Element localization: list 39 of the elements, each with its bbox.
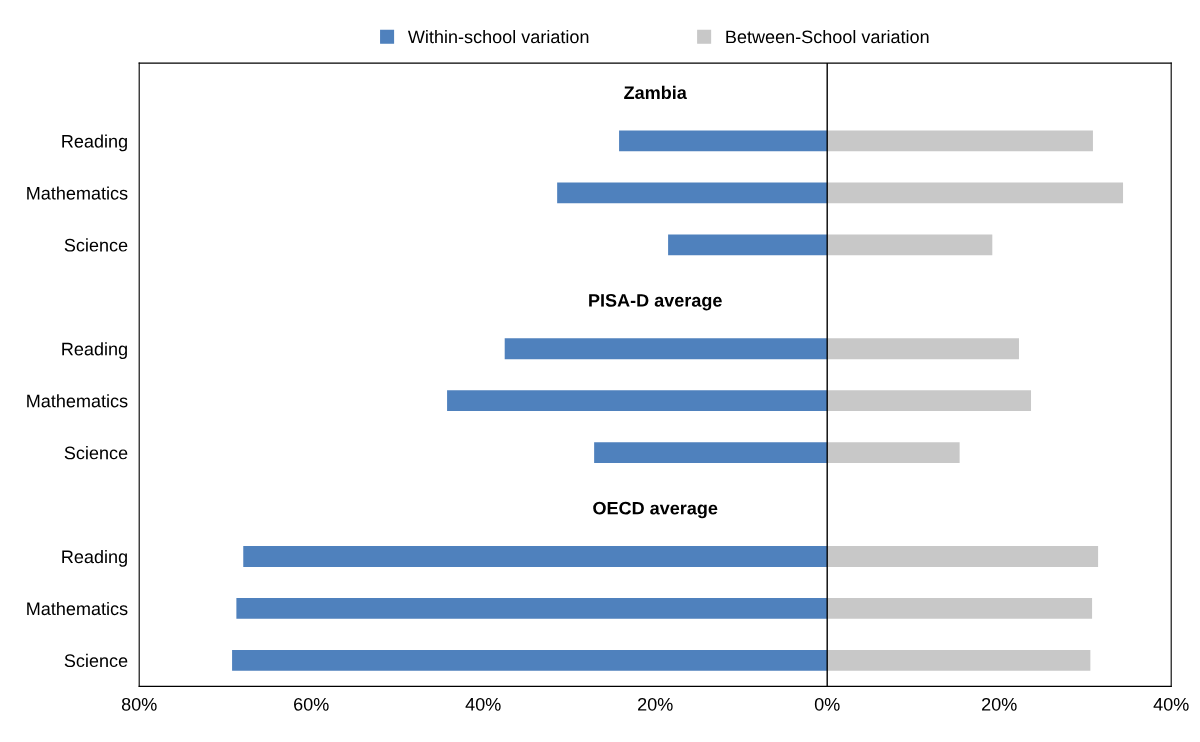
bar <box>827 390 1032 412</box>
legend-label: Between-School variation <box>726 29 929 44</box>
bar <box>827 598 1093 619</box>
bar <box>827 234 993 256</box>
bar <box>827 546 1099 567</box>
bar <box>827 442 960 464</box>
y-tick-label: Mathematics <box>27 394 128 408</box>
x-tick-label: 20% <box>982 697 1017 711</box>
y-tick-label: Science <box>64 238 128 252</box>
bar <box>619 130 828 152</box>
bar <box>668 234 828 256</box>
bar <box>236 598 828 619</box>
y-tick-label: Science <box>64 653 128 668</box>
y-tick-label: Science <box>64 446 128 460</box>
bar <box>827 649 1091 671</box>
bar <box>827 338 1019 360</box>
bar <box>243 546 828 567</box>
x-tick-label: 60% <box>294 697 329 711</box>
annotation: PISA-D average <box>589 293 722 311</box>
bar <box>827 130 1093 152</box>
bar <box>827 182 1124 204</box>
annotation: OECD average <box>593 501 718 519</box>
x-tick-label: 0% <box>814 697 840 711</box>
bar <box>447 390 828 412</box>
y-tick-label: Reading <box>62 342 127 360</box>
y-tick-label: Mathematics <box>27 186 128 200</box>
y-tick-label: Mathematics <box>27 601 128 616</box>
bar <box>557 182 828 204</box>
bar <box>232 649 828 671</box>
y-tick-label: Reading <box>62 549 127 567</box>
x-tick-label: 40% <box>465 697 501 711</box>
x-tick-label: 80% <box>121 697 157 711</box>
annotation: Zambia <box>624 85 687 100</box>
y-tick-label: Reading <box>62 134 127 152</box>
bar <box>594 442 828 464</box>
x-tick-label: 20% <box>638 697 673 711</box>
bar <box>504 338 828 360</box>
legend-label: Within-school variation <box>407 29 589 44</box>
x-tick-label: 40% <box>1153 697 1189 711</box>
